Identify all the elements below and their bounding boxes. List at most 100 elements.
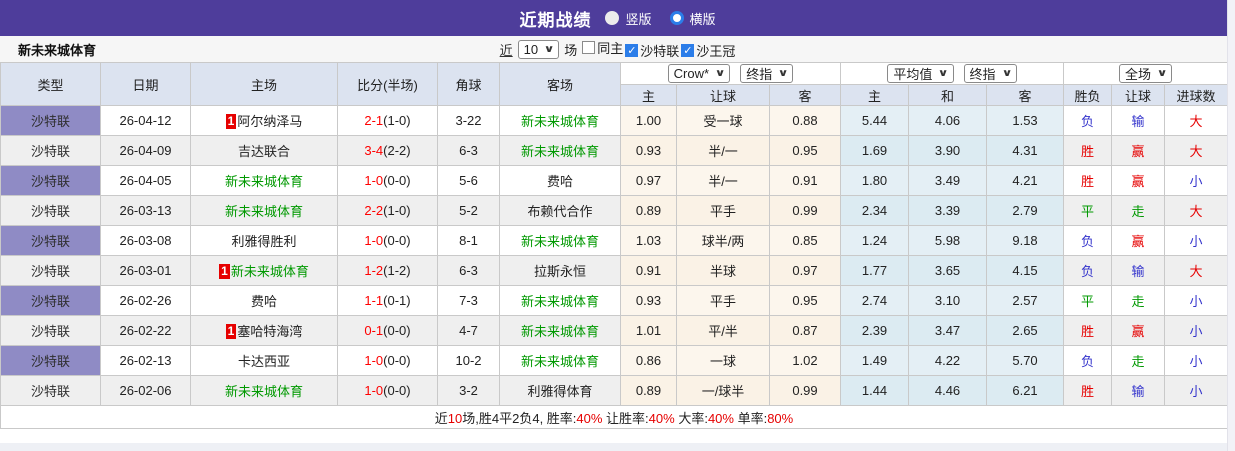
avg-company-select[interactable]: 平均值 ∨ <box>887 64 954 83</box>
table-row: 沙特联 26-03-01 1 新未来城体育 1-2(1-2) 6-3 拉斯永恒 0.91 半球 0… <box>0 255 1229 286</box>
full-score: 0-1 <box>364 323 384 338</box>
cell-home-team: 1 塞哈特海湾 <box>190 315 338 346</box>
cell-corner: 4-7 <box>437 315 500 346</box>
full-score: 1-0 <box>364 233 384 248</box>
table-row: 沙特联 26-03-13 新未来城体育 2-2(1-0) 5-2 布赖代合作 0.89 平手 0… <box>0 195 1229 226</box>
away-team-name: 布赖代合作 <box>527 204 593 219</box>
col-header-type: 类型 <box>0 62 101 106</box>
cell-away-team: 新未来城体育 <box>499 225 621 256</box>
cell-result-goals: 大 <box>1164 255 1229 286</box>
radio-off-icon <box>605 11 620 25</box>
radio-vertical-layout[interactable]: 竖版 <box>605 9 652 28</box>
radio-horizontal-layout[interactable]: 横版 <box>669 9 716 28</box>
average-group-header: 平均值 ∨ 终指 ∨ <box>840 62 1065 85</box>
cell-date: 26-02-22 <box>100 315 191 346</box>
checkbox-同主[interactable]: 同主 <box>582 38 623 57</box>
cell-result-goals: 大 <box>1164 135 1229 166</box>
cell-home-team: 费哈 <box>190 285 338 316</box>
summary-text: 让胜率: <box>602 410 649 426</box>
summary-stat-value: 10 <box>447 410 463 426</box>
table-row: 沙特联 26-02-26 费哈 1-1(0-1) 7-3 新未来城体育 0.93 平手 0.95… <box>0 285 1229 316</box>
rank-badge: 1 <box>219 264 230 279</box>
away-team-name: 利雅得体育 <box>527 384 593 399</box>
cell-avg-draw: 4.46 <box>908 375 988 406</box>
odds-company-select[interactable]: Crow* ∨ <box>667 64 731 83</box>
subcol-avg-home: 主 <box>840 84 910 106</box>
cell-away-team: 费哈 <box>499 165 621 196</box>
radio-horizontal-label: 横版 <box>689 11 716 27</box>
cell-corner: 8-1 <box>437 225 500 256</box>
cell-league: 沙特联 <box>0 285 101 316</box>
checkbox-unchecked-icon <box>582 41 596 54</box>
cell-result-handicap: 走 <box>1111 285 1166 316</box>
cell-league: 沙特联 <box>0 315 101 346</box>
cell-avg-away: 4.31 <box>986 135 1065 166</box>
cell-away-team: 新未来城体育 <box>499 105 621 136</box>
table-row: 沙特联 26-02-06 新未来城体育 1-0(0-0) 3-2 利雅得体育 0.89 一/球… <box>0 375 1229 406</box>
cell-handicap-line: 半/一 <box>676 165 770 196</box>
cell-avg-away: 6.21 <box>986 375 1065 406</box>
cell-avg-away: 2.79 <box>986 195 1065 226</box>
cell-avg-home: 1.80 <box>840 165 910 196</box>
scope-select[interactable]: 全场 ∨ <box>1118 64 1173 83</box>
cell-result-handicap: 赢 <box>1111 135 1166 166</box>
cell-date: 26-02-06 <box>100 375 191 406</box>
team-name: 新未来城体育 <box>18 42 97 58</box>
cell-handicap-away: 1.02 <box>768 345 842 376</box>
cell-league: 沙特联 <box>0 225 101 256</box>
odds-time-select[interactable]: 终指 ∨ <box>740 64 794 83</box>
half-score: (0-0) <box>383 173 411 188</box>
cell-corner: 6-3 <box>437 255 500 286</box>
subcol-avg-away: 客 <box>986 84 1065 106</box>
avg-time-select[interactable]: 终指 ∨ <box>963 64 1017 83</box>
chevron-down-icon: ∨ <box>714 68 726 79</box>
table-row: 沙特联 26-03-08 利雅得胜利 1-0(0-0) 8-1 新未来城体育 1.03 球半/… <box>0 225 1229 256</box>
cell-handicap-away: 0.99 <box>768 375 842 406</box>
cell-corner: 6-3 <box>437 135 500 166</box>
home-team-name: 利雅得胜利 <box>231 234 297 249</box>
summary-text: 场,胜4平2负4, 胜率: <box>462 410 577 426</box>
cell-score: 1-0(0-0) <box>337 375 438 406</box>
checkbox-沙王冠[interactable]: ✓ 沙王冠 <box>681 41 735 60</box>
cell-handicap-away: 0.99 <box>768 195 842 226</box>
cell-result-goals: 大 <box>1164 195 1229 226</box>
cell-result-handicap: 输 <box>1111 255 1166 286</box>
near-label[interactable]: 近 <box>499 42 513 58</box>
col-header-date: 日期 <box>100 62 191 106</box>
half-score: (1-0) <box>383 203 411 218</box>
cell-avg-away: 1.53 <box>986 105 1065 136</box>
cell-handicap-home: 1.00 <box>620 105 677 136</box>
recent-count-select[interactable]: 10 ∨ <box>517 39 560 59</box>
cell-avg-home: 2.74 <box>840 285 910 316</box>
cell-result-goals: 小 <box>1164 285 1229 316</box>
cell-away-team: 布赖代合作 <box>499 195 621 226</box>
cell-handicap-line: 平/半 <box>676 315 770 346</box>
full-score: 1-0 <box>364 353 384 368</box>
cell-result-handicap: 赢 <box>1111 315 1166 346</box>
cell-league: 沙特联 <box>0 105 101 136</box>
cell-result-handicap: 走 <box>1111 195 1166 226</box>
half-score: (1-2) <box>383 263 411 278</box>
title-bar: 近期战绩 竖版 横版 <box>0 0 1235 36</box>
cell-result-handicap: 赢 <box>1111 225 1166 256</box>
col-header-home: 主场 <box>190 62 338 106</box>
vertical-scrollbar[interactable] <box>1227 0 1235 451</box>
checkbox-checked-icon: ✓ <box>681 44 695 57</box>
cell-avg-home: 5.44 <box>840 105 910 136</box>
chevron-down-icon: ∨ <box>937 68 949 79</box>
cell-avg-away: 5.70 <box>986 345 1065 376</box>
cell-result-handicap: 输 <box>1111 105 1166 136</box>
cell-handicap-home: 0.93 <box>620 285 677 316</box>
cell-handicap-line: 平手 <box>676 195 770 226</box>
checkbox-沙特联[interactable]: ✓ 沙特联 <box>625 41 679 60</box>
checkbox-checked-icon: ✓ <box>625 44 639 57</box>
cell-home-team: 吉达联合 <box>190 135 338 166</box>
summary-row: 近10场,胜4平2负4, 胜率:40% 让胜率:40% 大率:40% 单率:80… <box>0 405 1229 429</box>
away-team-name: 新未来城体育 <box>520 324 599 339</box>
cell-avg-home: 1.24 <box>840 225 910 256</box>
table-row: 沙特联 26-02-13 卡达西亚 1-0(0-0) 10-2 新未来城体育 0.86 一球 1… <box>0 345 1229 376</box>
cell-avg-draw: 4.22 <box>908 345 988 376</box>
odds-time-value: 终指 <box>746 67 773 82</box>
home-team-name: 吉达联合 <box>237 144 290 159</box>
home-team-name: 新未来城体育 <box>224 384 303 399</box>
